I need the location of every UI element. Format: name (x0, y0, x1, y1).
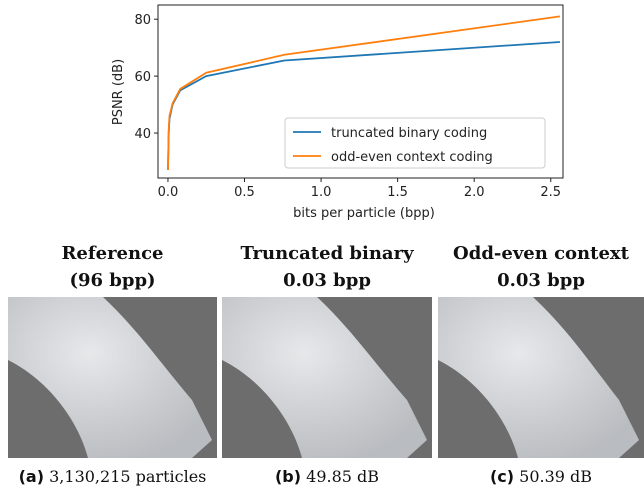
legend-label: odd-even context coding (331, 150, 493, 165)
panel-title: Reference (61, 243, 163, 264)
panel-title: Truncated binary (240, 243, 414, 264)
panel-caption-text: 49.85 dB (306, 467, 379, 486)
panel-caption: (a) 3,130,215 particles (19, 467, 207, 486)
panel-caption-text: 3,130,215 particles (49, 467, 206, 486)
y-tick-label: 40 (134, 127, 151, 142)
panel-caption-text: 50.39 dB (519, 467, 592, 486)
panel-tag: (a) (19, 467, 44, 486)
x-tick-label: 1.0 (311, 185, 332, 200)
y-tick-label: 80 (134, 13, 151, 28)
y-tick-label: 60 (134, 70, 151, 85)
legend-label: truncated binary coding (331, 126, 487, 141)
panel-caption: (c) 50.39 dB (490, 467, 592, 486)
panel-subtitle: (96 bpp) (69, 270, 155, 291)
panel-subtitle: 0.03 bpp (497, 270, 585, 291)
panel-caption: (b) 49.85 dB (275, 467, 379, 486)
x-tick-label: 0.5 (234, 185, 255, 200)
x-tick-label: 2.5 (540, 185, 561, 200)
x-tick-label: 2.0 (464, 185, 485, 200)
y-axis-label: PSNR (dB) (111, 59, 126, 125)
panel-tag: (b) (275, 467, 301, 486)
x-tick-label: 1.5 (387, 185, 408, 200)
x-axis-label: bits per particle (bpp) (293, 206, 435, 221)
x-tick-label: 0.0 (158, 185, 179, 200)
panel-subtitle: 0.03 bpp (283, 270, 371, 291)
figure: bits per particle (bpp) PSNR (dB) 0.0 0.5… (0, 0, 644, 489)
panel-tag: (c) (490, 467, 514, 486)
panel-title: Odd-even context (453, 243, 630, 264)
